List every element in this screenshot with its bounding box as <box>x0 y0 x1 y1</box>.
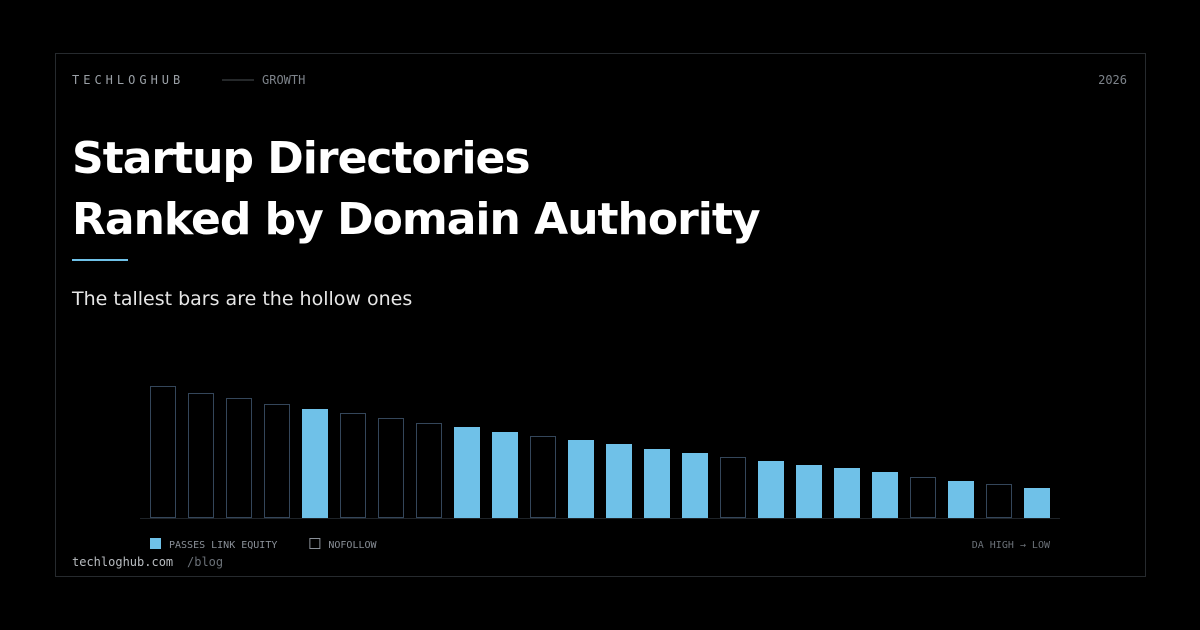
title-line: Startup Directories <box>72 133 530 184</box>
bar <box>150 386 176 518</box>
bar <box>720 457 746 518</box>
bar <box>302 409 328 518</box>
bar <box>910 477 936 518</box>
section: GROWTH <box>262 73 305 87</box>
legend-label: NOFOLLOW <box>328 540 377 551</box>
year: 2026 <box>1098 73 1127 87</box>
title-line: Ranked by Domain Authority <box>72 194 760 245</box>
subtitle: The tallest bars are the hollow ones <box>71 288 412 310</box>
footer-path: /blog <box>187 555 223 569</box>
bar <box>834 468 860 518</box>
bar <box>986 484 1012 518</box>
legend-swatch <box>309 538 321 549</box>
bar <box>226 398 252 518</box>
bar <box>568 440 594 518</box>
bar <box>416 423 442 518</box>
bar <box>188 393 214 518</box>
bar <box>796 465 822 518</box>
bar <box>454 427 480 518</box>
bar <box>378 418 404 518</box>
frame <box>55 53 1146 577</box>
bar <box>644 449 670 518</box>
bar <box>264 404 290 518</box>
bar <box>1024 488 1050 518</box>
bar <box>758 461 784 518</box>
bar <box>530 436 556 518</box>
bar <box>606 444 632 518</box>
bar <box>872 472 898 518</box>
footer-site: techloghub.com <box>72 555 173 569</box>
brand: TECHLOGHUB <box>72 73 184 87</box>
legend-label: PASSES LINK EQUITY <box>169 540 277 551</box>
legend-swatch <box>150 538 161 549</box>
bar <box>340 413 366 518</box>
axis-note: DA HIGH → LOW <box>972 540 1051 551</box>
bar <box>682 453 708 518</box>
bar <box>492 432 518 518</box>
bar <box>948 481 974 518</box>
